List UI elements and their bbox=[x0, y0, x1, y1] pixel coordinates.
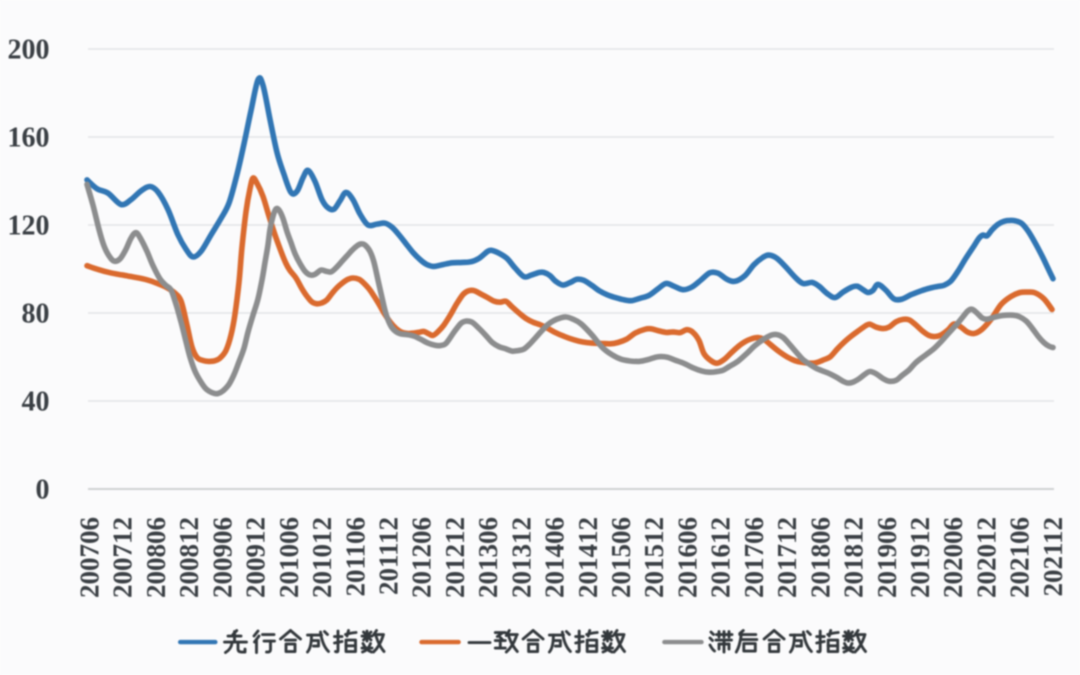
svg-text:160: 160 bbox=[8, 123, 50, 154]
svg-text:201412: 201412 bbox=[573, 517, 603, 598]
svg-text:201712: 201712 bbox=[772, 517, 802, 598]
svg-text:200912: 200912 bbox=[241, 517, 271, 598]
svg-text:201006: 201006 bbox=[274, 517, 304, 598]
svg-text:40: 40 bbox=[22, 387, 50, 418]
svg-text:202012: 202012 bbox=[971, 517, 1001, 598]
svg-text:201012: 201012 bbox=[307, 517, 337, 598]
svg-text:200812: 200812 bbox=[174, 517, 204, 598]
svg-text:200706: 200706 bbox=[75, 517, 105, 598]
svg-text:201812: 201812 bbox=[839, 517, 869, 598]
svg-text:202106: 202106 bbox=[1005, 517, 1035, 598]
svg-text:201112: 201112 bbox=[374, 517, 404, 595]
svg-text:200906: 200906 bbox=[207, 517, 237, 598]
svg-text:200806: 200806 bbox=[141, 517, 171, 598]
svg-text:80: 80 bbox=[22, 299, 50, 330]
svg-text:201706: 201706 bbox=[739, 517, 769, 598]
svg-text:201906: 201906 bbox=[872, 517, 902, 598]
svg-text:201306: 201306 bbox=[473, 517, 503, 598]
svg-text:201206: 201206 bbox=[407, 517, 437, 598]
svg-text:200712: 200712 bbox=[108, 517, 138, 598]
svg-text:201612: 201612 bbox=[706, 517, 736, 598]
svg-text:201212: 201212 bbox=[440, 517, 470, 598]
svg-text:200: 200 bbox=[8, 35, 50, 66]
svg-text:201912: 201912 bbox=[905, 517, 935, 598]
svg-text:201312: 201312 bbox=[506, 517, 536, 598]
svg-text:201106: 201106 bbox=[340, 517, 370, 597]
svg-text:201406: 201406 bbox=[540, 517, 570, 598]
svg-text:201506: 201506 bbox=[606, 517, 636, 598]
svg-text:201606: 201606 bbox=[673, 517, 703, 598]
svg-text:202112: 202112 bbox=[1038, 517, 1068, 597]
svg-text:120: 120 bbox=[8, 211, 50, 242]
svg-text:201512: 201512 bbox=[639, 517, 669, 598]
svg-text:201806: 201806 bbox=[805, 517, 835, 598]
svg-text:202006: 202006 bbox=[938, 517, 968, 598]
svg-text:0: 0 bbox=[36, 475, 50, 506]
